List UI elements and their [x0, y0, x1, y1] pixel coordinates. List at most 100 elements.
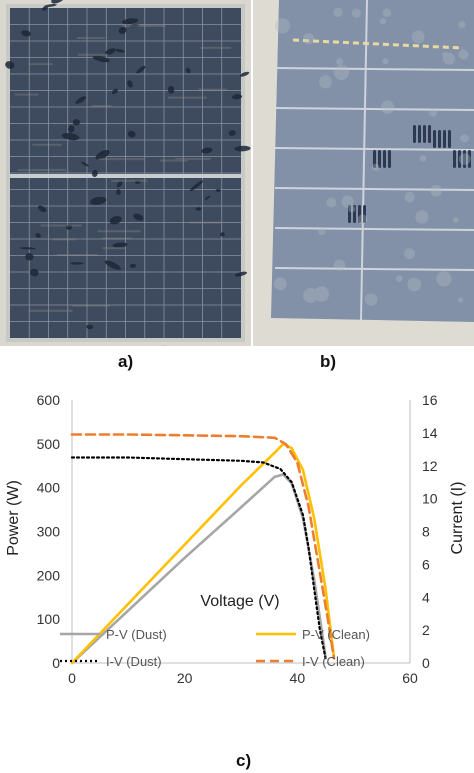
dirt-spot — [37, 205, 47, 213]
dust-spot — [348, 205, 356, 213]
dust-spot — [442, 51, 449, 59]
photo-dusty-module — [0, 0, 251, 346]
dust-spot — [382, 8, 392, 17]
dust-streak — [200, 46, 232, 49]
dust-streak — [91, 105, 112, 108]
dirt-spot — [134, 180, 141, 184]
cell-grid — [10, 8, 241, 338]
finger-mark — [383, 150, 386, 168]
dust-spot — [274, 18, 290, 34]
cell-divider — [274, 187, 474, 191]
cell-divider — [274, 107, 474, 111]
finger-mark — [468, 150, 471, 168]
cell-grid — [274, 0, 474, 321]
legend-label: P-V (Clean) — [302, 627, 370, 642]
dust-spot — [458, 49, 469, 60]
y-tick-label-right: 4 — [422, 589, 430, 605]
y-tick-label-right: 8 — [422, 524, 430, 540]
dirt-spot — [115, 48, 125, 53]
y-tick-label-left: 500 — [37, 436, 61, 452]
x-tick-label: 60 — [402, 670, 418, 686]
dust-spot — [336, 58, 344, 66]
dust-spot — [458, 21, 466, 29]
panel-label-a: a) — [118, 352, 134, 371]
finger-mark — [463, 150, 466, 168]
dirt-spot — [35, 233, 41, 238]
dust-spot — [404, 192, 415, 203]
dust-spot — [415, 210, 429, 224]
dirt-spot — [68, 125, 75, 133]
dust-spot — [326, 197, 337, 208]
dirt-spot — [61, 132, 80, 141]
finger-mark — [418, 125, 421, 143]
cell-divider — [274, 147, 474, 151]
x-tick-label: 20 — [177, 670, 193, 686]
dust-spot — [341, 195, 354, 208]
y-tick-label-left: 400 — [37, 480, 61, 496]
y-axis-label-left: Power (W) — [5, 480, 22, 556]
finger-mark — [358, 205, 361, 223]
dirt-spot — [201, 147, 213, 154]
dirt-spots — [5, 0, 251, 346]
dirt-spot — [81, 161, 89, 167]
finger-mark — [433, 130, 436, 148]
dirt-spot — [129, 24, 141, 28]
y-tick-label-left: 200 — [37, 567, 61, 583]
dirt-spot — [111, 88, 119, 95]
legend-label: P-V (Dust) — [106, 627, 167, 642]
dust-spot — [404, 248, 416, 260]
dust-streak — [40, 224, 82, 227]
finger-mark — [423, 125, 426, 143]
dust-spot — [333, 259, 346, 271]
y-tick-label-right: 6 — [422, 556, 430, 572]
dust-spot — [429, 108, 438, 117]
dust-spot — [357, 214, 368, 225]
dust-streak — [28, 309, 73, 312]
dirt-spot — [129, 263, 137, 268]
dust-streak — [52, 238, 76, 241]
dirt-spot — [20, 247, 36, 250]
y-tick-label-right: 0 — [422, 655, 430, 671]
dirt-spot — [91, 169, 98, 178]
dust-spot — [380, 18, 387, 25]
dirt-spot — [239, 71, 250, 77]
finger-mark — [438, 130, 441, 148]
dirt-spot — [105, 48, 116, 55]
dusty-closeup-image — [253, 0, 474, 346]
finger-mark — [378, 150, 381, 168]
finger-mark — [458, 150, 461, 168]
y-axis-label-right: Current (I) — [449, 482, 466, 555]
dust-spot — [443, 52, 455, 65]
dirt-spot — [167, 85, 175, 94]
finger-mark — [363, 205, 366, 223]
finger-mark — [388, 150, 391, 168]
y-tick-label-left: 600 — [37, 392, 61, 408]
dust-spot — [458, 153, 471, 165]
dirt-spot — [127, 130, 136, 138]
y-tick-label-left: 0 — [52, 655, 60, 671]
dust-spot — [453, 217, 459, 223]
dust-streak — [168, 96, 207, 99]
closeup-cells — [271, 0, 474, 322]
dust-spot — [411, 30, 425, 44]
x-tick-label: 0 — [68, 670, 76, 686]
y-tick-label-left: 100 — [37, 611, 61, 627]
dust-streak — [71, 304, 110, 307]
panel-label-c: c) — [236, 751, 252, 770]
dust-streak — [102, 237, 132, 240]
dust-streaks — [14, 25, 232, 312]
legend: P-V (Dust) P-V (Clean) I-V (Dust) I-V (Clea… — [60, 627, 370, 669]
dust-spot — [313, 286, 330, 302]
dirt-spot — [133, 213, 144, 221]
dirt-spot — [95, 149, 110, 160]
dust-streak — [111, 179, 148, 182]
dirt-spot — [185, 67, 191, 74]
y-tick-label-right: 2 — [422, 622, 430, 638]
finger-mark — [453, 150, 456, 168]
module-center-split — [10, 174, 241, 178]
finger-mark — [373, 150, 376, 168]
finger-mark — [448, 130, 451, 148]
panel-label-b: b) — [320, 352, 337, 371]
dirt-spot — [121, 18, 139, 25]
